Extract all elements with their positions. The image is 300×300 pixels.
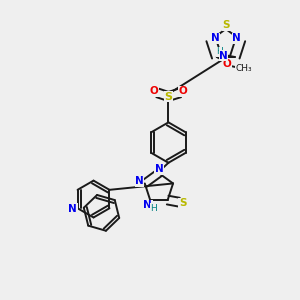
Text: N: N [143,200,152,210]
Text: N: N [154,164,163,174]
Text: S: S [164,92,172,101]
Text: S: S [223,20,230,31]
Text: CH₃: CH₃ [236,64,252,74]
Text: O: O [179,86,188,96]
Text: N: N [219,50,228,61]
Text: O: O [150,86,158,96]
Text: N: N [232,33,241,43]
Text: S: S [179,198,186,208]
Text: H: H [216,47,223,56]
Text: N: N [135,176,144,186]
Text: O: O [223,59,232,69]
Text: N: N [211,33,219,43]
Text: H: H [150,204,157,213]
Text: N: N [68,204,77,214]
